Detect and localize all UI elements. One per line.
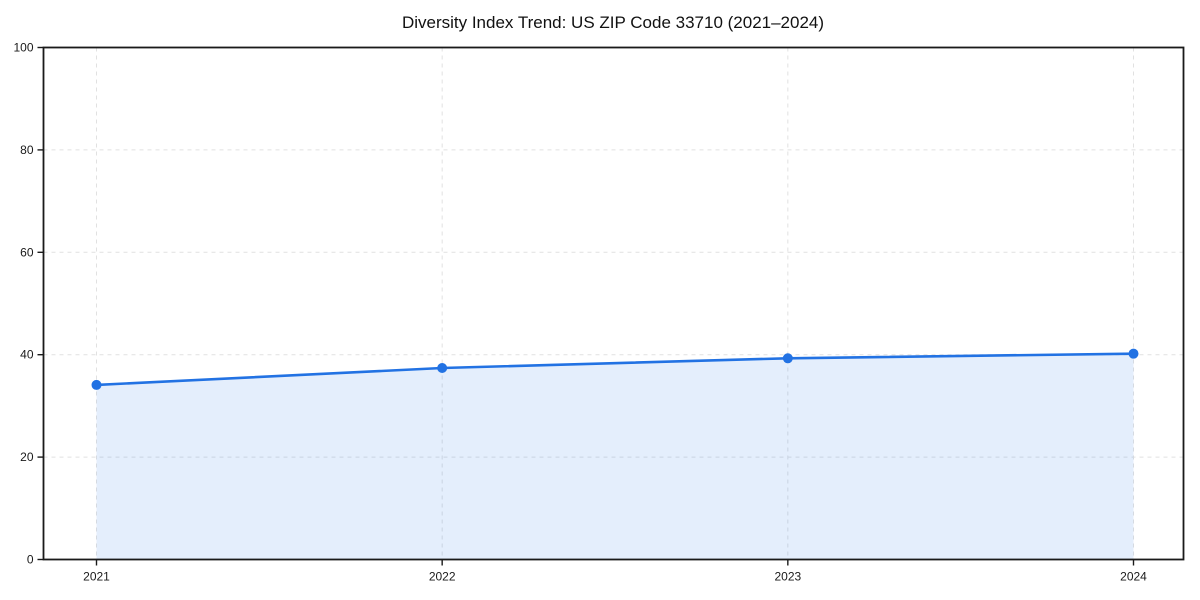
trend-line xyxy=(95,352,1135,387)
gridlines xyxy=(43,47,1184,560)
y-tick-label: 0 xyxy=(27,553,34,567)
x-tick-label: 2021 xyxy=(83,570,110,584)
plot-border-rect xyxy=(42,46,1185,561)
data-points xyxy=(91,348,1139,390)
y-tick-label: 100 xyxy=(13,41,33,55)
x-tick-labels: 2021 2022 2023 2024 xyxy=(83,570,1147,584)
data-point-marker xyxy=(1128,348,1139,359)
y-tick-labels: 0 20 40 60 80 100 xyxy=(13,41,33,567)
x-tick-label: 2023 xyxy=(774,570,801,584)
axis-ticks xyxy=(37,46,1135,566)
x-tick-label: 2022 xyxy=(429,570,456,584)
data-point-marker xyxy=(437,363,448,374)
y-tick-label: 80 xyxy=(20,143,34,157)
chart-title: Diversity Index Trend: US ZIP Code 33710… xyxy=(402,13,824,32)
y-tick-label: 20 xyxy=(20,450,34,464)
area-fill-path xyxy=(96,353,1134,560)
plot-border xyxy=(42,46,1185,561)
data-point-marker xyxy=(91,379,102,390)
x-tick-label: 2024 xyxy=(1120,570,1147,584)
y-tick-label: 40 xyxy=(20,348,34,362)
area-fill xyxy=(96,353,1134,560)
trend-line-path xyxy=(95,352,1135,387)
data-point-marker xyxy=(782,353,793,364)
y-tick-label: 60 xyxy=(20,245,34,259)
